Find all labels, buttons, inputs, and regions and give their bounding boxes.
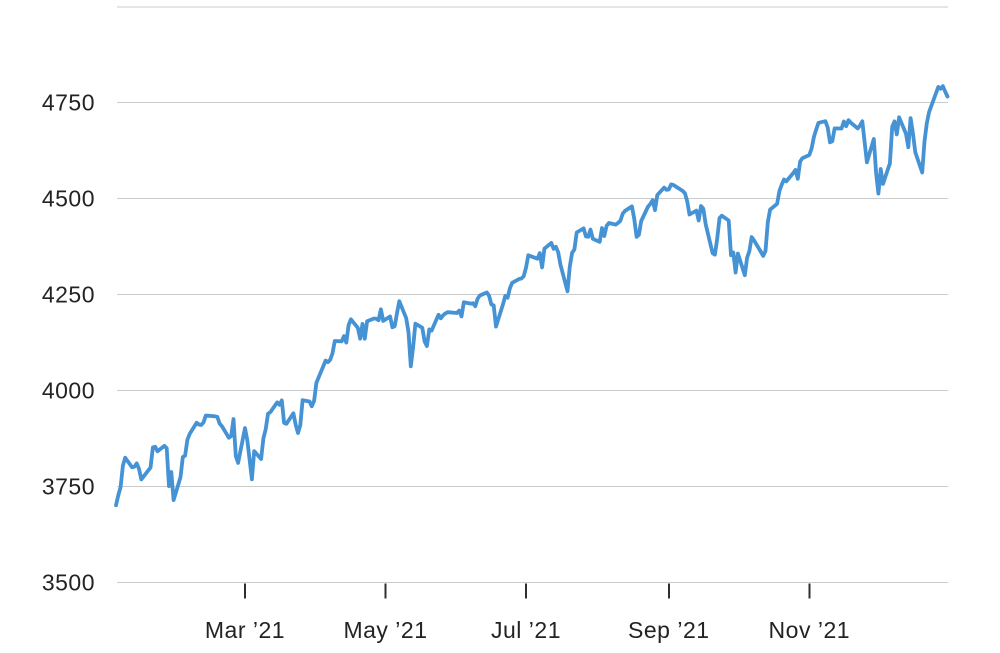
- y-axis-label-4500: 4500: [42, 186, 95, 212]
- x-axis-label-5: Nov ’21: [769, 617, 850, 643]
- y-gridlines: [117, 6, 948, 583]
- x-axis-label-3: Jul ’21: [491, 617, 561, 643]
- y-axis-label-3500: 3500: [42, 569, 95, 595]
- y-axis-label-4250: 4250: [42, 282, 95, 308]
- x-axis-label-4: Sep ’21: [628, 617, 710, 643]
- y-axis-labels: 3500 3750 4000 4250 4500 4750: [42, 90, 95, 596]
- x-axis-label-1: Mar ’21: [205, 617, 285, 643]
- price-line-series: [114, 84, 950, 508]
- y-axis-label-3750: 3750: [42, 473, 95, 499]
- x-axis-labels: Mar ’21 May ’21 Jul ’21 Sep ’21 Nov ’21: [205, 617, 850, 643]
- x-axis-label-2: May ’21: [343, 617, 427, 643]
- y-axis-label-4750: 4750: [42, 90, 95, 116]
- x-axis-ticks: [244, 583, 811, 599]
- y-axis-label-4000: 4000: [42, 378, 95, 404]
